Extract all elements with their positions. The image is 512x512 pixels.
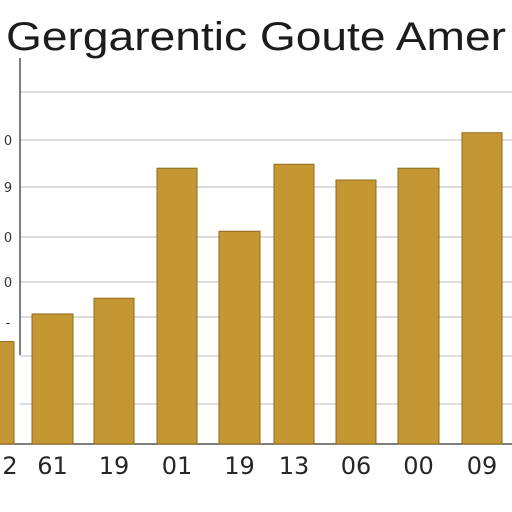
chart-title: Gergarentic Goute Amer xyxy=(6,15,506,59)
x-tick-label: 61 xyxy=(37,452,68,480)
x-axis-tick-labels: 2 61 19 01 19 13 06 00 09 xyxy=(2,452,497,480)
y-tick-label: 9 xyxy=(4,181,12,196)
bar xyxy=(335,179,377,445)
x-tick-label: 00 xyxy=(403,452,434,480)
bar xyxy=(218,230,261,445)
bar xyxy=(461,132,503,445)
y-tick-label: 0 xyxy=(4,276,12,291)
bar xyxy=(93,297,135,445)
y-tick-label: 0 xyxy=(4,134,12,149)
bars xyxy=(0,132,503,445)
x-tick-label: 13 xyxy=(279,452,310,480)
bar xyxy=(31,313,74,445)
x-tick-label: 19 xyxy=(224,452,255,480)
x-tick-label: 09 xyxy=(467,452,498,480)
bar xyxy=(156,167,198,445)
bar xyxy=(273,163,315,445)
bar xyxy=(0,341,15,445)
bar xyxy=(397,167,440,445)
x-tick-label: 06 xyxy=(341,452,372,480)
x-tick-label: 19 xyxy=(99,452,130,480)
x-tick-label: 2 xyxy=(2,452,17,480)
y-tick-label: - xyxy=(6,316,11,331)
y-tick-label: 0 xyxy=(4,231,12,246)
x-tick-label: 01 xyxy=(162,452,193,480)
